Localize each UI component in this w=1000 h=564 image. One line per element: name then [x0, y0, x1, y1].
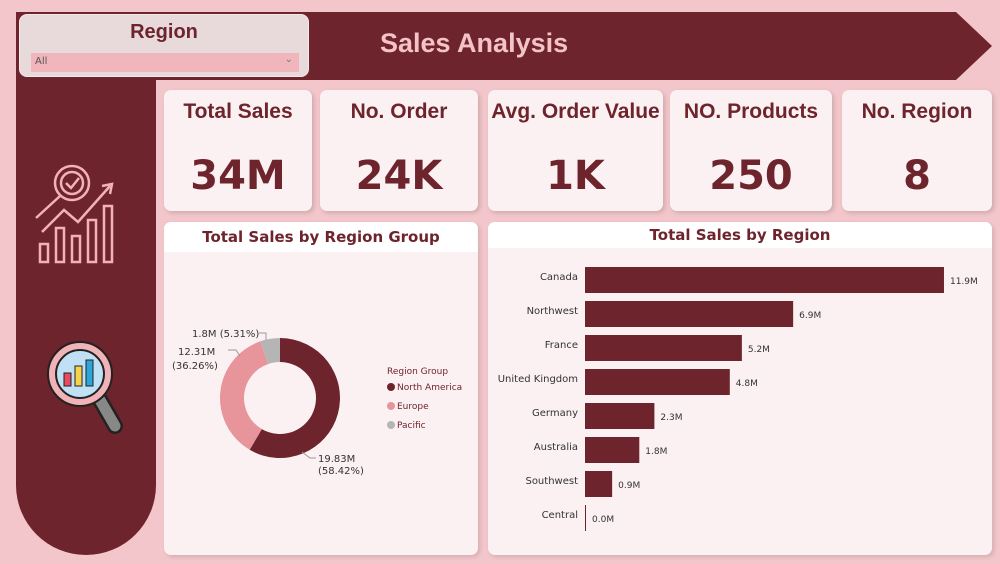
slice-pct-europe: (36.26%) [172, 361, 218, 372]
kpi-label: Total Sales [183, 100, 293, 123]
bar-value-label: 0.0M [592, 515, 614, 525]
kpi-value: 250 [709, 153, 793, 199]
bar-value-label: 0.9M [618, 481, 640, 491]
kpi-label: No. Order [350, 100, 448, 123]
bar[interactable] [585, 267, 944, 293]
kpi-card: Avg. Order Value 1K [488, 90, 663, 211]
kpi-value: 8 [903, 153, 931, 199]
region-slicer: Region All ⌄ [19, 14, 309, 77]
dropdown-value: All [35, 56, 48, 67]
kpi-label: No. Region [861, 100, 973, 123]
donut-chart: 1.8M (5.31%) 12.31M (36.26%) 19.83M(58.42%)… [172, 329, 462, 477]
bar-category-label: Germany [532, 408, 578, 419]
chevron-down-icon: ⌄ [284, 54, 293, 65]
bar-value-label: 5.2M [748, 345, 770, 355]
bar-category-label: Northwest [527, 306, 579, 317]
bar[interactable] [585, 437, 640, 463]
bar-category-label: Southwest [525, 476, 578, 487]
kpi-card: No. Region 8 [842, 90, 992, 211]
region-dropdown[interactable]: All ⌄ [31, 53, 299, 72]
kpi-card: NO. Products 250 [670, 90, 832, 211]
bar-chart: Canada 11.9M Northwest 6.9M France 5.2M United… [498, 267, 978, 531]
donut-title: Total Sales by Region Group [164, 222, 478, 252]
kpi-card: Total Sales 34M [164, 90, 312, 211]
slicer-label: Region [130, 21, 198, 43]
sidebar [16, 12, 156, 555]
bar-category-label: Australia [534, 442, 578, 453]
legend-marker [387, 421, 395, 429]
legend-item[interactable]: Pacific [397, 421, 426, 431]
analytics-growth-icon [35, 164, 114, 264]
legend-marker [387, 383, 395, 391]
slice-label-north-america: 19.83M [318, 454, 355, 465]
bar[interactable] [585, 369, 730, 395]
bar[interactable] [585, 301, 794, 327]
bar-title: Total Sales by Region [488, 222, 992, 248]
bar-value-label: 2.3M [660, 413, 682, 423]
bar[interactable] [585, 403, 655, 429]
legend-marker [387, 402, 395, 410]
legend-title: Region Group [387, 367, 448, 377]
bar-value-label: 6.9M [799, 311, 821, 321]
donut-slice[interactable] [220, 341, 269, 450]
donut-slice[interactable] [260, 338, 280, 364]
kpi-value: 34M [190, 153, 286, 199]
bar[interactable] [585, 335, 742, 361]
legend-item[interactable]: Europe [397, 402, 429, 412]
legend-item[interactable]: North America [397, 383, 462, 393]
slice-label-pacific: 1.8M (5.31%) [192, 329, 259, 340]
bar-category-label: United Kingdom [498, 374, 578, 385]
bar[interactable] [585, 471, 613, 497]
bar-category-label: Canada [540, 272, 578, 283]
page-title: Sales Analysis [380, 28, 569, 58]
magnifier-chart-icon [47, 341, 123, 434]
bar-value-label: 4.8M [736, 379, 758, 389]
kpi-value: 24K [355, 153, 443, 199]
donut-slice[interactable] [249, 338, 340, 458]
slice-label-europe: 12.31M [178, 347, 215, 358]
bar-value-label: 1.8M [645, 447, 667, 457]
kpi-label: Avg. Order Value [491, 100, 660, 123]
bar-value-label: 11.9M [950, 277, 978, 287]
bar[interactable] [585, 505, 586, 531]
bar-category-label: France [545, 340, 578, 351]
bar-panel: Total Sales by Region Canada 11.9M Northwe… [488, 222, 992, 555]
kpi-card: No. Order 24K [320, 90, 478, 211]
donut-panel: Total Sales by Region Group 1.8M (5.31%)… [164, 222, 478, 555]
slice-pct-north-america: (58.42%) [318, 466, 364, 477]
kpi-value: 1K [546, 153, 605, 199]
bar-category-label: Central [542, 510, 578, 521]
kpi-label: NO. Products [683, 100, 819, 123]
